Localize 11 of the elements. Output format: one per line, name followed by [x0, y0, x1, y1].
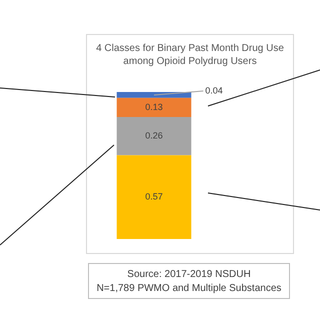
bar: [116, 116, 192, 156]
data-label: 0.26: [145, 130, 163, 141]
bar: [116, 98, 192, 117]
data-label: 0.57: [145, 192, 163, 202]
text: N=1,789 PWMO and Multiple Substances: [96, 282, 282, 296]
source-note: Source: 2017-2019 NSDUH: [126, 268, 252, 282]
data-label: 0.04: [205, 85, 223, 96]
bar: [116, 92, 192, 98]
bar: [116, 155, 192, 239]
data-label: 0.13: [145, 102, 163, 112]
chart-title: 4 Classes for Binary Past Month Drug Use among Opioid Polydrug Users: [95, 42, 285, 68]
